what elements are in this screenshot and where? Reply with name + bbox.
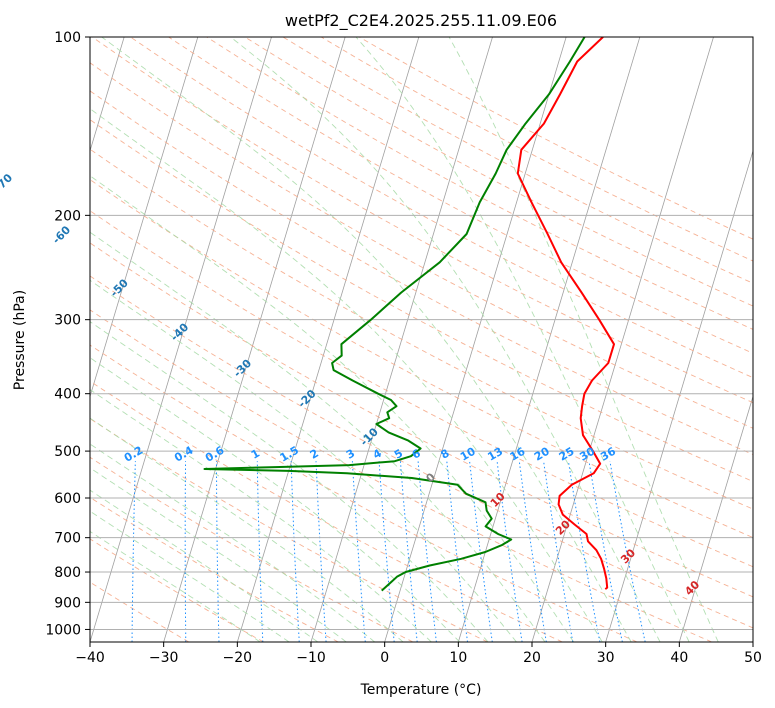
y-tick-label: 200 [54,208,81,224]
y-tick-label: 400 [54,387,81,403]
mixing-ratio-line [184,461,187,642]
moist-adiabat-line [90,510,290,642]
moist-adiabat-line [90,321,489,642]
y-tick-label: 500 [54,444,81,460]
dry-adiabat-line [90,210,753,568]
dry-adiabat-line [90,456,414,642]
moist-adiabat-line [90,279,517,642]
isotherm-line [605,149,753,642]
moist-adiabat-line [90,175,574,642]
moist-adiabat-line [90,467,347,642]
y-tick-label: 100 [54,30,81,46]
mixing-ratio-line [588,461,623,642]
chart-title: wetPf2_C2E4.2025.255.11.09.E06 [285,11,557,31]
moist-adiabat-line [230,37,661,642]
moist-adiabat-line [90,489,319,642]
x-tick-label: 40 [670,650,688,666]
mixing-ratio-line [567,461,601,642]
axes: −40 −30 −20 −10 0 10 20 30 40 50 100 200 300 400 500 60… [45,30,762,666]
x-tick-label: −40 [75,650,105,666]
mixing-ratio-line [216,461,220,642]
x-tick-label: 50 [744,650,762,666]
mixing-ratio-line [417,461,437,642]
dry-adiabat-line [90,380,563,642]
temperature-line [516,37,615,590]
y-tick-label: 600 [54,491,81,507]
isotherm-line [163,37,346,642]
mixing-ratio-line [256,461,264,642]
plot-frame [89,36,754,643]
isotherm-line [531,37,714,642]
y-tick-label: 1000 [45,622,81,638]
x-tick-label: −20 [223,650,253,666]
moist-adiabat-line [90,231,546,642]
mixing-ratio-line [131,461,136,642]
isotherm-line [457,37,641,642]
moist-adiabat-line [90,417,404,642]
dry-adiabat-line [90,242,753,598]
y-tick-label: 700 [54,531,81,547]
dry-adiabat-line [282,37,753,284]
x-tick-label: 10 [449,650,467,666]
x-tick-label: −10 [296,650,326,666]
isotherm-line [90,37,125,153]
x-tick-label: −30 [149,650,179,666]
profile-series [203,37,615,592]
moist-adiabat-line [448,37,719,642]
moist-adiabat-line [101,37,632,642]
mixing-ratio-line [290,461,300,642]
moist-adiabat-line [355,37,690,642]
isotherm-line [678,395,753,642]
dry-adiabat-line [90,538,264,642]
isotherm-line [90,37,199,398]
isotherm-line [90,37,272,642]
dry-adiabat-line [90,581,190,642]
dry-adiabat-line [90,418,488,642]
isotherm-line [236,37,420,642]
mixing-ratio-line [351,461,366,642]
isotherm-line [384,37,567,642]
x-tick-label: 0 [380,650,389,666]
moist-adiabat-line [90,108,603,642]
mixing-ratio-line [378,461,395,642]
mixing-ratio-line [446,461,468,642]
dewpoint-line [203,37,586,592]
x-tick-label: 30 [597,650,615,666]
dry-adiabat-line [206,37,753,330]
moist-adiabat-line [90,389,432,642]
x-axis-title: Temperature (°C) [360,682,482,698]
dry-adiabat-line [90,344,638,642]
y-tick-label: 300 [54,313,81,329]
y-axis-title: Pressure (hPa) [12,290,28,390]
dry-adiabat-line [91,37,753,404]
dry-adiabat-line [90,148,753,510]
dry-adiabat-line [90,90,753,456]
pressure-gridlines [90,37,753,630]
dry-adiabat-line [168,37,753,354]
mixing-ratio-line [315,461,327,642]
y-tick-label: 900 [54,595,81,611]
y-tick-label: 800 [54,565,81,581]
mixing-ratio-line [399,461,418,642]
dry-adiabat-line [90,309,712,642]
mixing-ratio-line [609,461,646,642]
x-tick-label: 20 [523,650,541,666]
background-lines [90,37,753,642]
dry-adiabat-line [90,275,753,629]
